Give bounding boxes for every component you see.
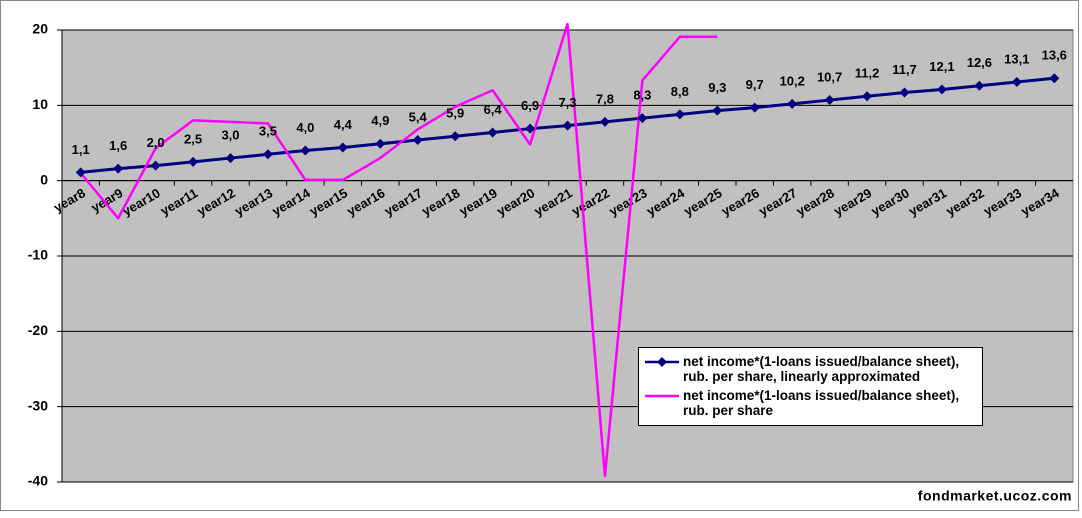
marker — [75, 167, 86, 178]
legend: net income*(1-loans issued/balance sheet… — [638, 347, 983, 426]
y-tick-label: 10 — [32, 96, 48, 112]
marker — [375, 138, 386, 149]
marker — [150, 160, 161, 171]
marker — [824, 95, 835, 106]
data-label: 8,3 — [633, 88, 651, 103]
data-label: 8,8 — [671, 84, 689, 99]
marker — [562, 120, 573, 131]
data-label: 6,9 — [521, 98, 539, 113]
y-tick-label: 20 — [32, 21, 48, 37]
legend-item: net income*(1-loans issued/balance sheet… — [645, 354, 978, 384]
marker — [225, 153, 236, 164]
marker — [749, 102, 760, 113]
data-label: 13,6 — [1042, 48, 1067, 63]
data-label: 11,7 — [892, 62, 917, 77]
y-tick-label: -40 — [28, 473, 48, 489]
marker — [974, 80, 985, 91]
legend-marker — [657, 357, 667, 367]
marker — [337, 142, 348, 153]
marker — [525, 123, 536, 134]
marker — [599, 116, 610, 127]
marker — [487, 127, 498, 138]
data-label: 4,9 — [371, 113, 389, 128]
marker — [712, 105, 723, 116]
legend-label: net income*(1-loans issued/balance sheet… — [683, 388, 960, 418]
data-label: 5,4 — [409, 109, 428, 124]
data-label: 4,0 — [296, 120, 314, 135]
marker — [113, 163, 124, 174]
marker — [1011, 76, 1022, 87]
data-label: 2,0 — [147, 135, 165, 150]
data-label: 9,7 — [746, 77, 764, 92]
legend-swatch — [645, 394, 679, 398]
series-line — [79, 22, 718, 478]
data-label: 10,7 — [817, 69, 842, 84]
marker — [787, 98, 798, 109]
data-label: 9,3 — [708, 80, 726, 95]
data-label: 2,5 — [184, 131, 202, 146]
marker — [936, 84, 947, 95]
data-label: 3,0 — [221, 128, 239, 143]
data-label: 7,3 — [558, 95, 576, 110]
marker — [637, 113, 648, 124]
legend-swatch — [645, 357, 679, 367]
data-label: 13,1 — [1004, 51, 1029, 66]
data-label: 6,4 — [484, 102, 503, 117]
data-label: 10,2 — [780, 73, 805, 88]
watermark: fondmarket.ucoz.com — [918, 488, 1072, 504]
data-label: 1,1 — [72, 142, 90, 157]
y-tick-label: -10 — [28, 247, 48, 263]
marker — [899, 87, 910, 98]
data-label: 4,4 — [334, 117, 353, 132]
y-tick-label: -30 — [28, 397, 48, 413]
legend-label: net income*(1-loans issued/balance sheet… — [683, 354, 960, 384]
marker — [262, 149, 273, 160]
marker — [188, 156, 199, 167]
data-label: 1,6 — [109, 138, 127, 153]
marker — [412, 134, 423, 145]
marker — [862, 91, 873, 102]
data-label: 12,6 — [967, 55, 992, 70]
marker — [300, 145, 311, 156]
marker — [674, 109, 685, 120]
data-label: 7,8 — [596, 91, 614, 106]
y-tick-label: 0 — [40, 171, 48, 187]
marker — [450, 131, 461, 142]
data-label: 11,2 — [855, 66, 880, 81]
data-label: 3,5 — [259, 124, 277, 139]
data-label: 5,9 — [446, 106, 464, 121]
data-label: 12,1 — [929, 59, 954, 74]
legend-item: net income*(1-loans issued/balance sheet… — [645, 388, 978, 418]
marker — [1049, 73, 1060, 84]
y-tick-label: -20 — [28, 322, 48, 338]
